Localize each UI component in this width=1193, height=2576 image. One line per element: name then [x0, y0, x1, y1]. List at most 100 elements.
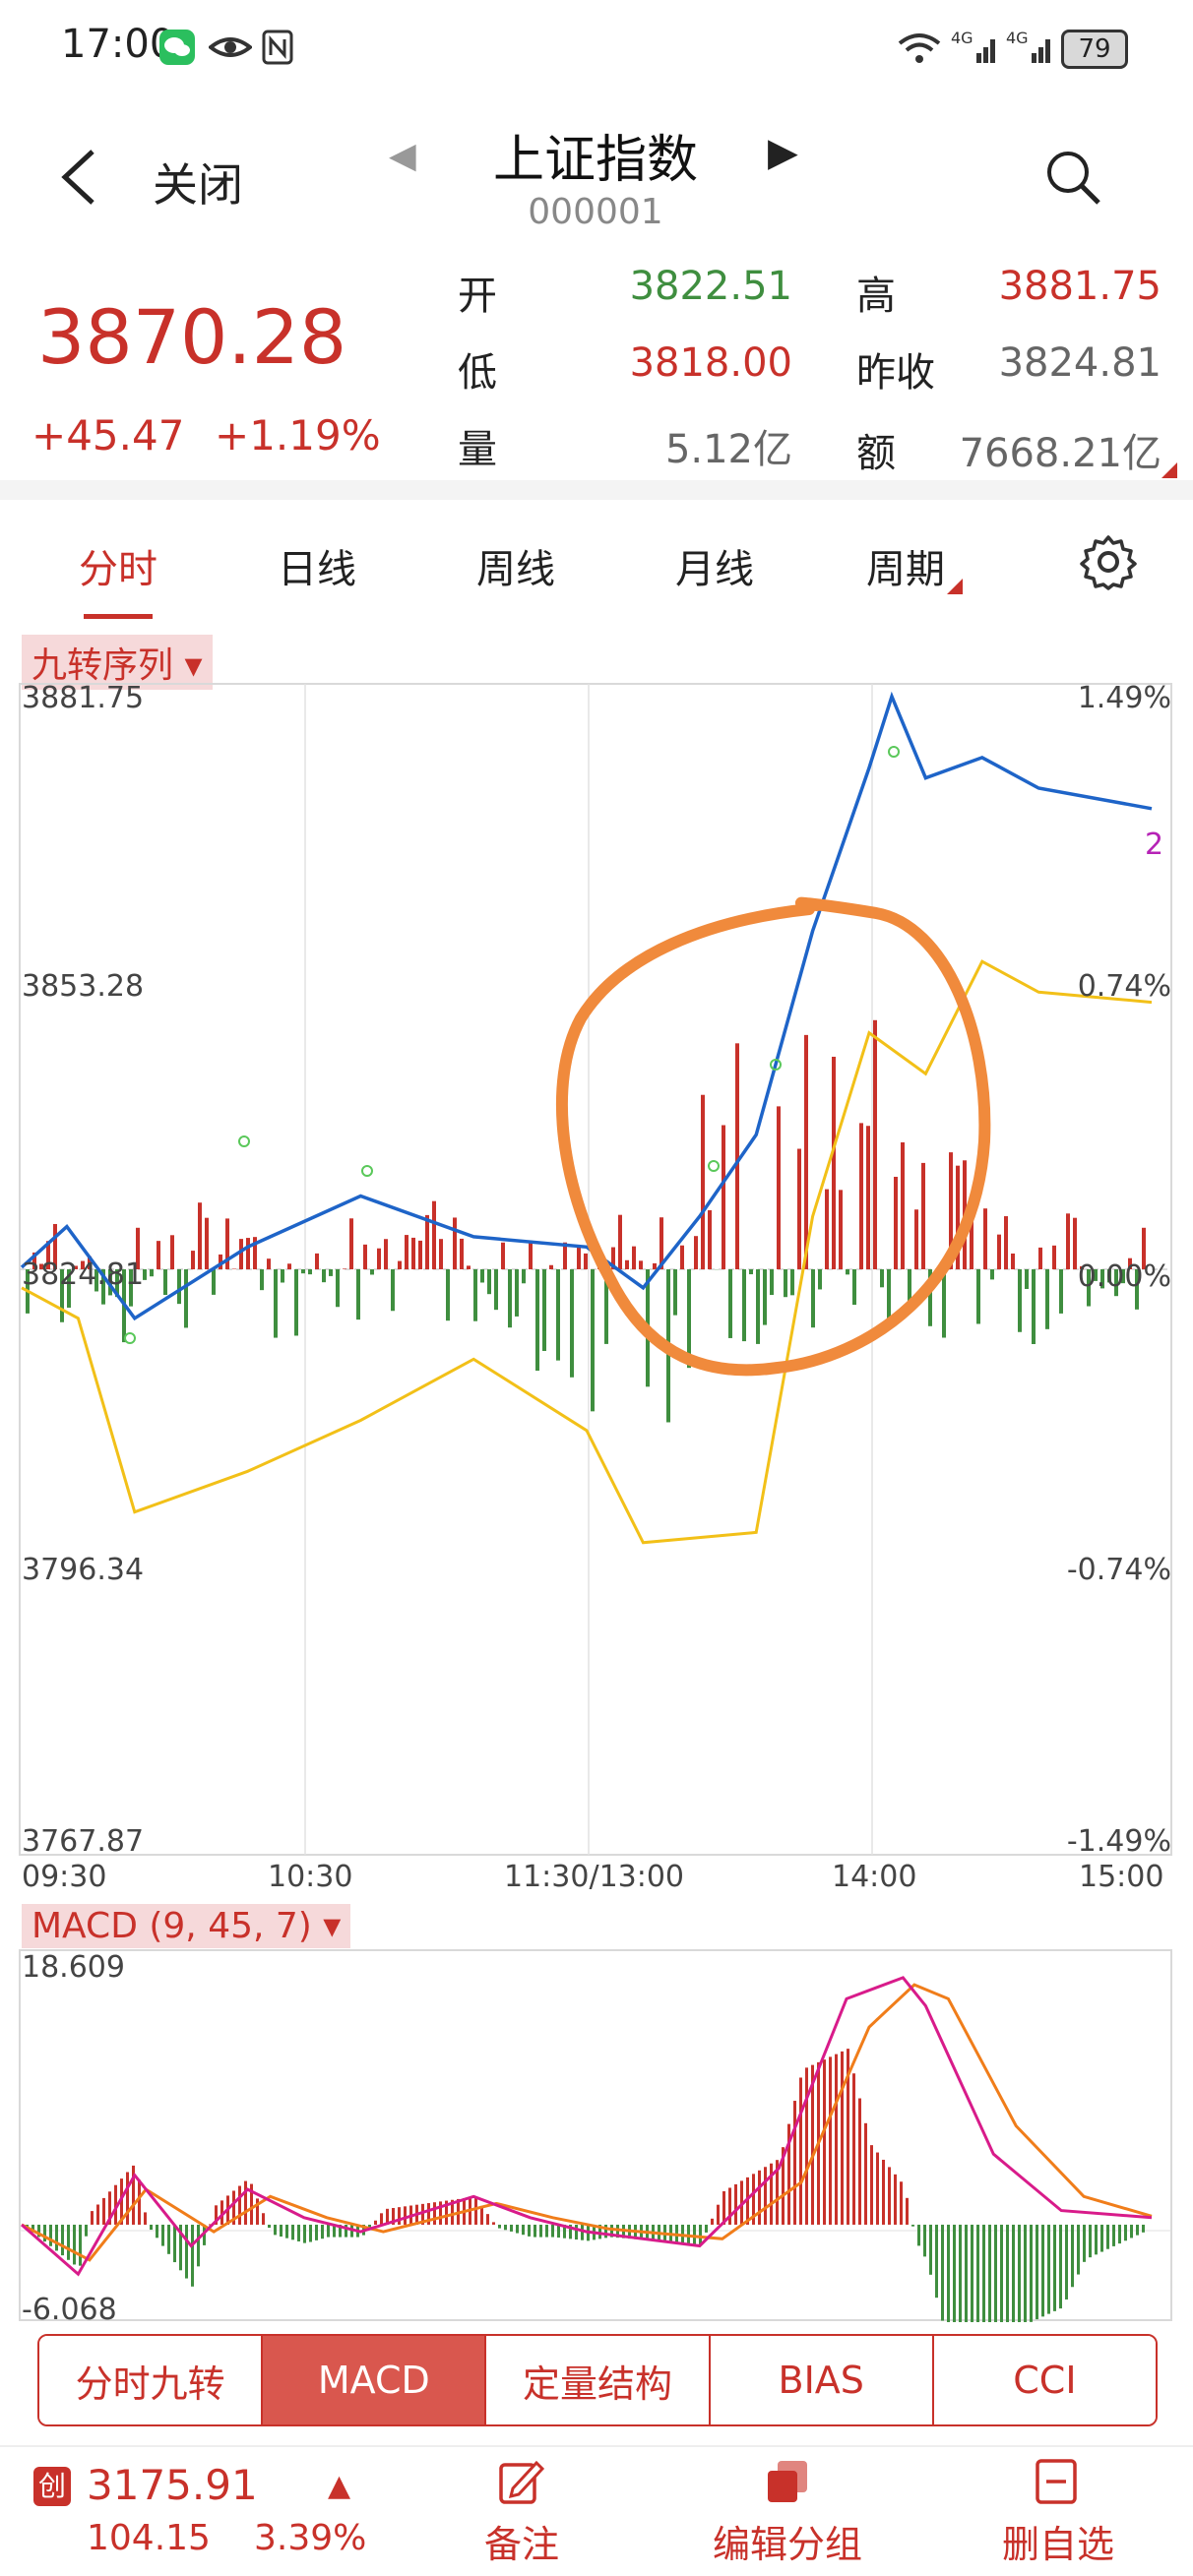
volume-bar: [274, 1269, 278, 1338]
volume-bar: [150, 1269, 154, 1276]
volume-bar: [529, 1241, 533, 1269]
macd-bar: [510, 2225, 513, 2232]
note-icon[interactable]: [497, 2457, 544, 2506]
tab-quant-structure[interactable]: 定量结构: [486, 2336, 710, 2424]
tab-macd[interactable]: MACD: [263, 2336, 486, 2424]
macd-bar: [906, 2198, 909, 2225]
tab-monthly[interactable]: 月线: [636, 537, 793, 594]
macd-bar: [1047, 2225, 1050, 2314]
note-button[interactable]: 备注: [453, 2514, 591, 2568]
volume-bar: [990, 1269, 994, 1279]
time-axis-label: 09:30: [22, 1860, 106, 1894]
back-icon[interactable]: [55, 148, 104, 207]
amount-value: 7668.21亿: [906, 421, 1162, 478]
macd-bar: [858, 2099, 861, 2225]
macd-bar: [167, 2225, 170, 2254]
tab-daily[interactable]: 日线: [238, 537, 396, 594]
volume-bar: [411, 1238, 415, 1269]
volume-bar: [694, 1236, 698, 1269]
macd-bar: [1036, 2225, 1038, 2319]
chinext-index-value[interactable]: 3175.91: [87, 2461, 258, 2509]
high-value: 3881.75: [906, 264, 1162, 309]
volume-bar: [494, 1269, 498, 1310]
macd-bar: [823, 2059, 826, 2225]
macd-bar: [85, 2225, 88, 2237]
macd-bar: [486, 2214, 489, 2225]
macd-bar: [1000, 2225, 1003, 2322]
right-axis-label: 0.00%: [1034, 1259, 1171, 1294]
macd-bar: [1142, 2225, 1145, 2233]
volume-bar: [728, 1269, 732, 1338]
edit-group-icon[interactable]: [764, 2457, 811, 2506]
macd-bar: [575, 2225, 578, 2239]
tab-intraday[interactable]: 分时: [39, 537, 197, 594]
macd-bar: [888, 2167, 891, 2225]
volume-bar: [322, 1269, 326, 1282]
volume-bar: [549, 1265, 553, 1269]
volume-bar: [797, 1149, 801, 1269]
tab-weekly[interactable]: 周线: [437, 537, 595, 594]
volume-bar: [246, 1238, 250, 1269]
macd-bar: [144, 2212, 147, 2225]
volume-bar: [756, 1269, 760, 1344]
macd-bar: [965, 2225, 968, 2322]
net1-label: 4G: [951, 30, 973, 47]
macd-bar: [238, 2186, 241, 2225]
volume-bar: [584, 1254, 588, 1269]
next-stock-arrow-icon[interactable]: ▶: [768, 130, 798, 175]
macd-chart[interactable]: [0, 1948, 1193, 2322]
macd-bar: [947, 2225, 950, 2322]
macd-bar: [864, 2123, 867, 2225]
gear-icon[interactable]: [1080, 533, 1137, 590]
macd-bar: [91, 2211, 94, 2225]
macd-bar: [492, 2222, 495, 2225]
status-bar: 17:00 4G 4G 79: [0, 0, 1193, 98]
macd-bar: [894, 2175, 897, 2225]
macd-bar: [309, 2225, 312, 2242]
macd-bar: [882, 2160, 885, 2225]
macd-bar: [793, 2101, 796, 2225]
edit-group-button[interactable]: 编辑分组: [699, 2514, 876, 2568]
macd-bar: [1077, 2225, 1080, 2275]
volume-bar: [997, 1235, 1001, 1269]
macd-bar: [49, 2225, 52, 2246]
macd-bar: [1112, 2225, 1115, 2246]
volume-bar: [976, 1269, 980, 1323]
chinext-index-change: 104.15: [87, 2518, 211, 2558]
period-dropdown-icon: [947, 579, 963, 594]
volume-bar: [722, 1126, 725, 1269]
right-axis-label: 0.74%: [1034, 969, 1171, 1004]
tab-bias[interactable]: BIAS: [711, 2336, 934, 2424]
expand-corner-icon[interactable]: [1162, 462, 1177, 478]
macd-bar: [1124, 2225, 1127, 2240]
volume-bar: [790, 1269, 794, 1295]
macd-bar: [404, 2206, 407, 2225]
macd-bar: [971, 2225, 973, 2322]
macd-bar: [1136, 2225, 1139, 2236]
right-axis-label: 1.49%: [1034, 681, 1171, 715]
search-icon[interactable]: [1043, 148, 1102, 207]
volume-bar: [735, 1043, 739, 1269]
intraday-chart[interactable]: 2: [0, 679, 1193, 1899]
remove-watchlist-button[interactable]: 删自选: [984, 2514, 1132, 2568]
volume-bar: [349, 1218, 353, 1269]
macd-bar: [717, 2205, 720, 2225]
left-axis-label: 3881.75: [22, 681, 144, 715]
macd-bar: [43, 2225, 46, 2241]
volume-bar: [708, 1210, 712, 1269]
volume-bar: [157, 1241, 160, 1269]
hand-drawn-circle-annotation: [562, 903, 984, 1371]
macd-bar: [315, 2225, 318, 2240]
status-time: 17:00: [61, 22, 174, 67]
signal-icon-2: 4G: [1006, 30, 1055, 65]
macd-bar: [1059, 2225, 1062, 2308]
macd-bar: [551, 2225, 554, 2238]
remove-watchlist-icon[interactable]: [1034, 2457, 1079, 2506]
close-button[interactable]: 关闭: [153, 150, 243, 215]
volume-bar: [501, 1243, 505, 1269]
macd-indicator-selector[interactable]: MACD (9, 45, 7) ▾: [22, 1904, 350, 1948]
macd-bar: [764, 2167, 767, 2225]
tab-cci[interactable]: CCI: [934, 2336, 1156, 2424]
volume-bar: [859, 1123, 863, 1269]
tab-nine-turn[interactable]: 分时九转: [39, 2336, 263, 2424]
